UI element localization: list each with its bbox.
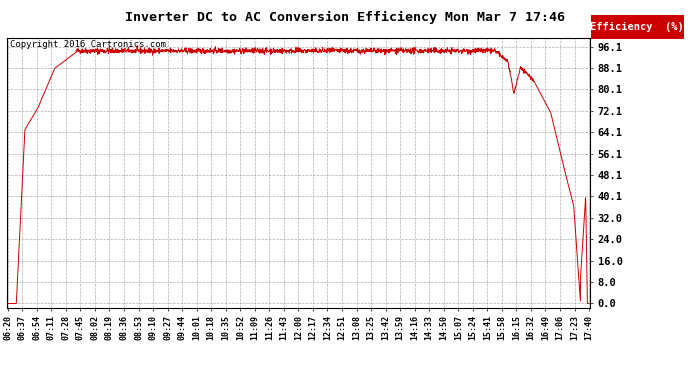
Text: Copyright 2016 Cartronics.com: Copyright 2016 Cartronics.com — [10, 40, 166, 49]
Text: Efficiency  (%): Efficiency (%) — [591, 22, 684, 32]
Text: Inverter DC to AC Conversion Efficiency Mon Mar 7 17:46: Inverter DC to AC Conversion Efficiency … — [125, 11, 565, 24]
